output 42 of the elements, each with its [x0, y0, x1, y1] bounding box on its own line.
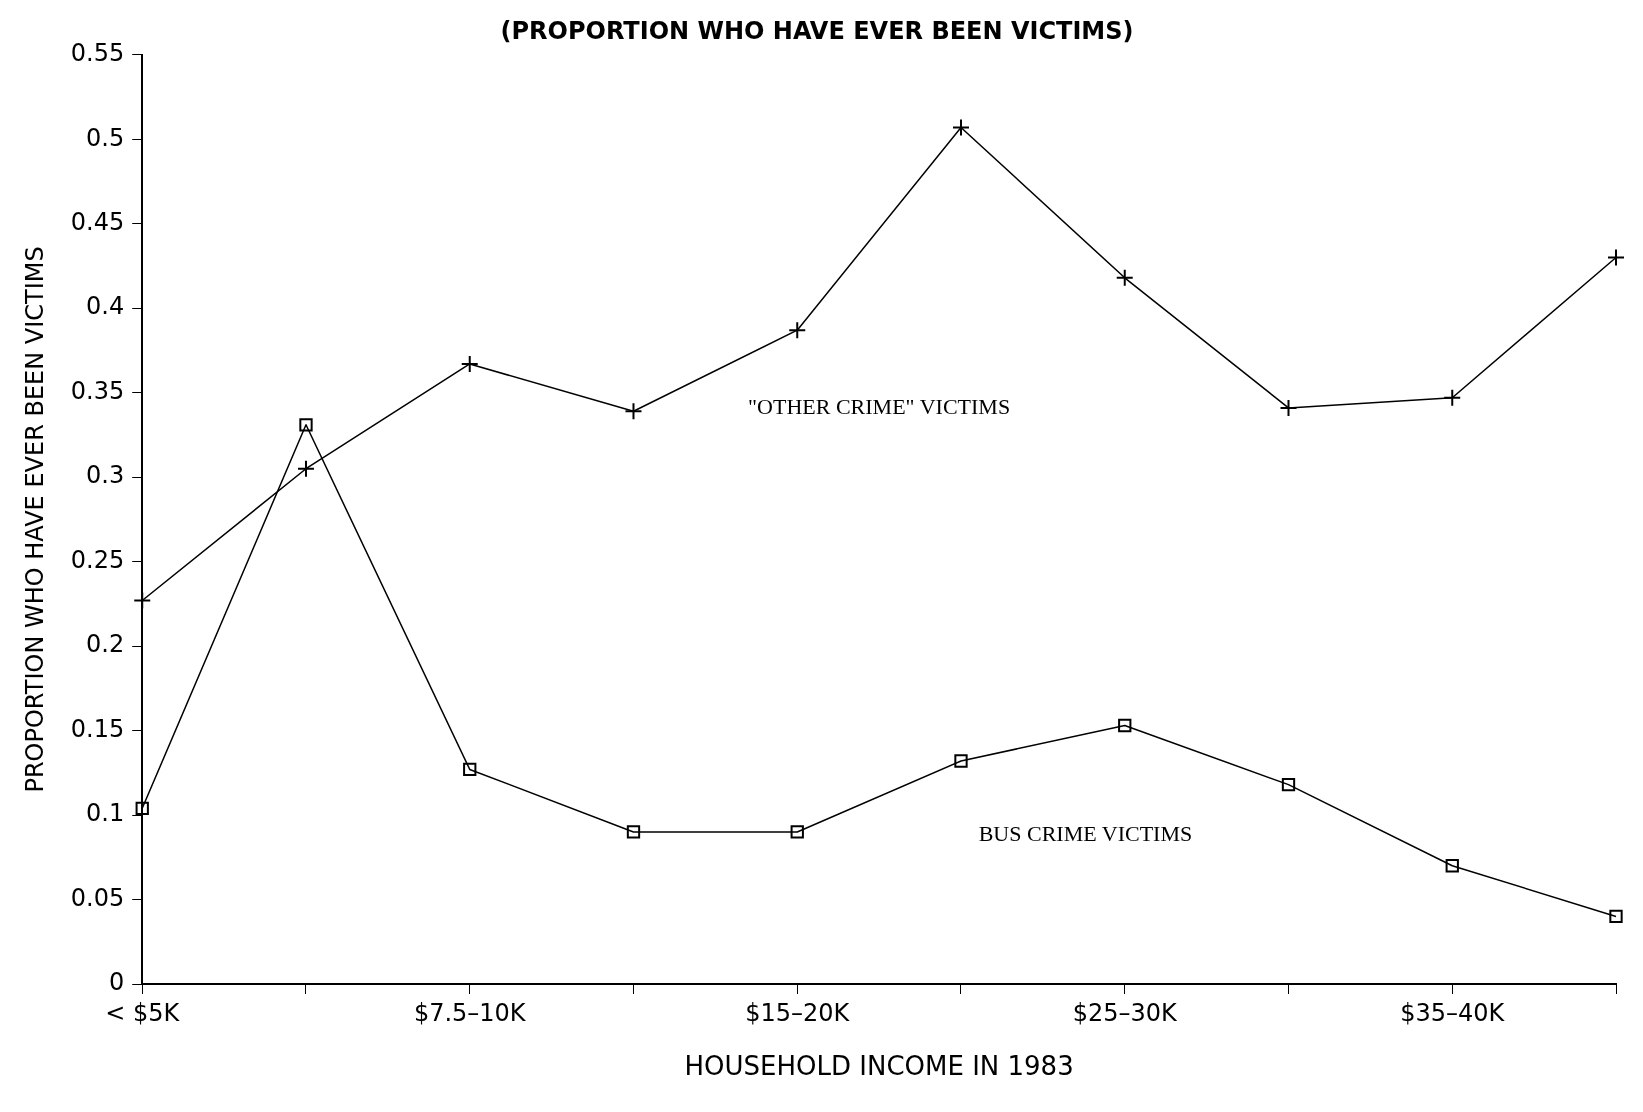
x-tick-label: $25–30K	[1072, 998, 1179, 1027]
y-tick-label: 0.1	[86, 799, 125, 828]
y-tick-label: 0.15	[70, 714, 125, 743]
point	[788, 321, 807, 340]
y-tick-label: 0.35	[70, 376, 125, 405]
y-tick-label: 0.3	[86, 461, 125, 490]
x-tick-label: $7.5–10K	[413, 998, 527, 1027]
point	[299, 418, 313, 432]
point	[790, 825, 804, 839]
point	[626, 825, 641, 839]
point	[1118, 718, 1132, 733]
y-tick-label: 0.55	[70, 39, 125, 68]
text: BUS CRIME VICTIMS	[978, 821, 1193, 847]
y-tick-label: 0.2	[86, 630, 125, 659]
point	[1445, 859, 1459, 873]
point	[1281, 777, 1296, 792]
y-axis-title: PROPORTION WHO HAVE EVER BEEN VICTIMS	[20, 246, 49, 793]
point	[1279, 398, 1298, 417]
point	[624, 402, 643, 421]
y-tick-label: 0.5	[86, 123, 125, 152]
x-tick-label: $15–20K	[745, 998, 851, 1027]
point	[463, 762, 477, 777]
point	[951, 118, 970, 137]
chart-title: (PROPORTION WHO HAVE EVER BEEN VICTIMS)	[500, 16, 1134, 45]
point	[1609, 909, 1623, 924]
x-tick-label: $35–40K	[1400, 998, 1506, 1027]
y-tick-label: 0.4	[86, 292, 125, 321]
x-tick-label: < $5K	[105, 998, 181, 1027]
series-label: "OTHER CRIME" VICTIMS	[748, 393, 1011, 419]
point	[296, 459, 315, 478]
y-tick-label: 0.25	[70, 545, 125, 574]
point	[135, 801, 149, 815]
y-tick-label: 0.45	[70, 207, 125, 236]
point	[1115, 268, 1134, 287]
y-tick-label: 0.05	[70, 883, 125, 912]
point	[460, 354, 479, 373]
y-tick-label: 0	[108, 968, 125, 997]
point	[954, 754, 968, 768]
x-axis-title: HOUSEHOLD INCOME IN 1983	[684, 1051, 1074, 1082]
point	[1607, 248, 1625, 267]
point	[133, 591, 152, 610]
point	[1443, 388, 1462, 407]
